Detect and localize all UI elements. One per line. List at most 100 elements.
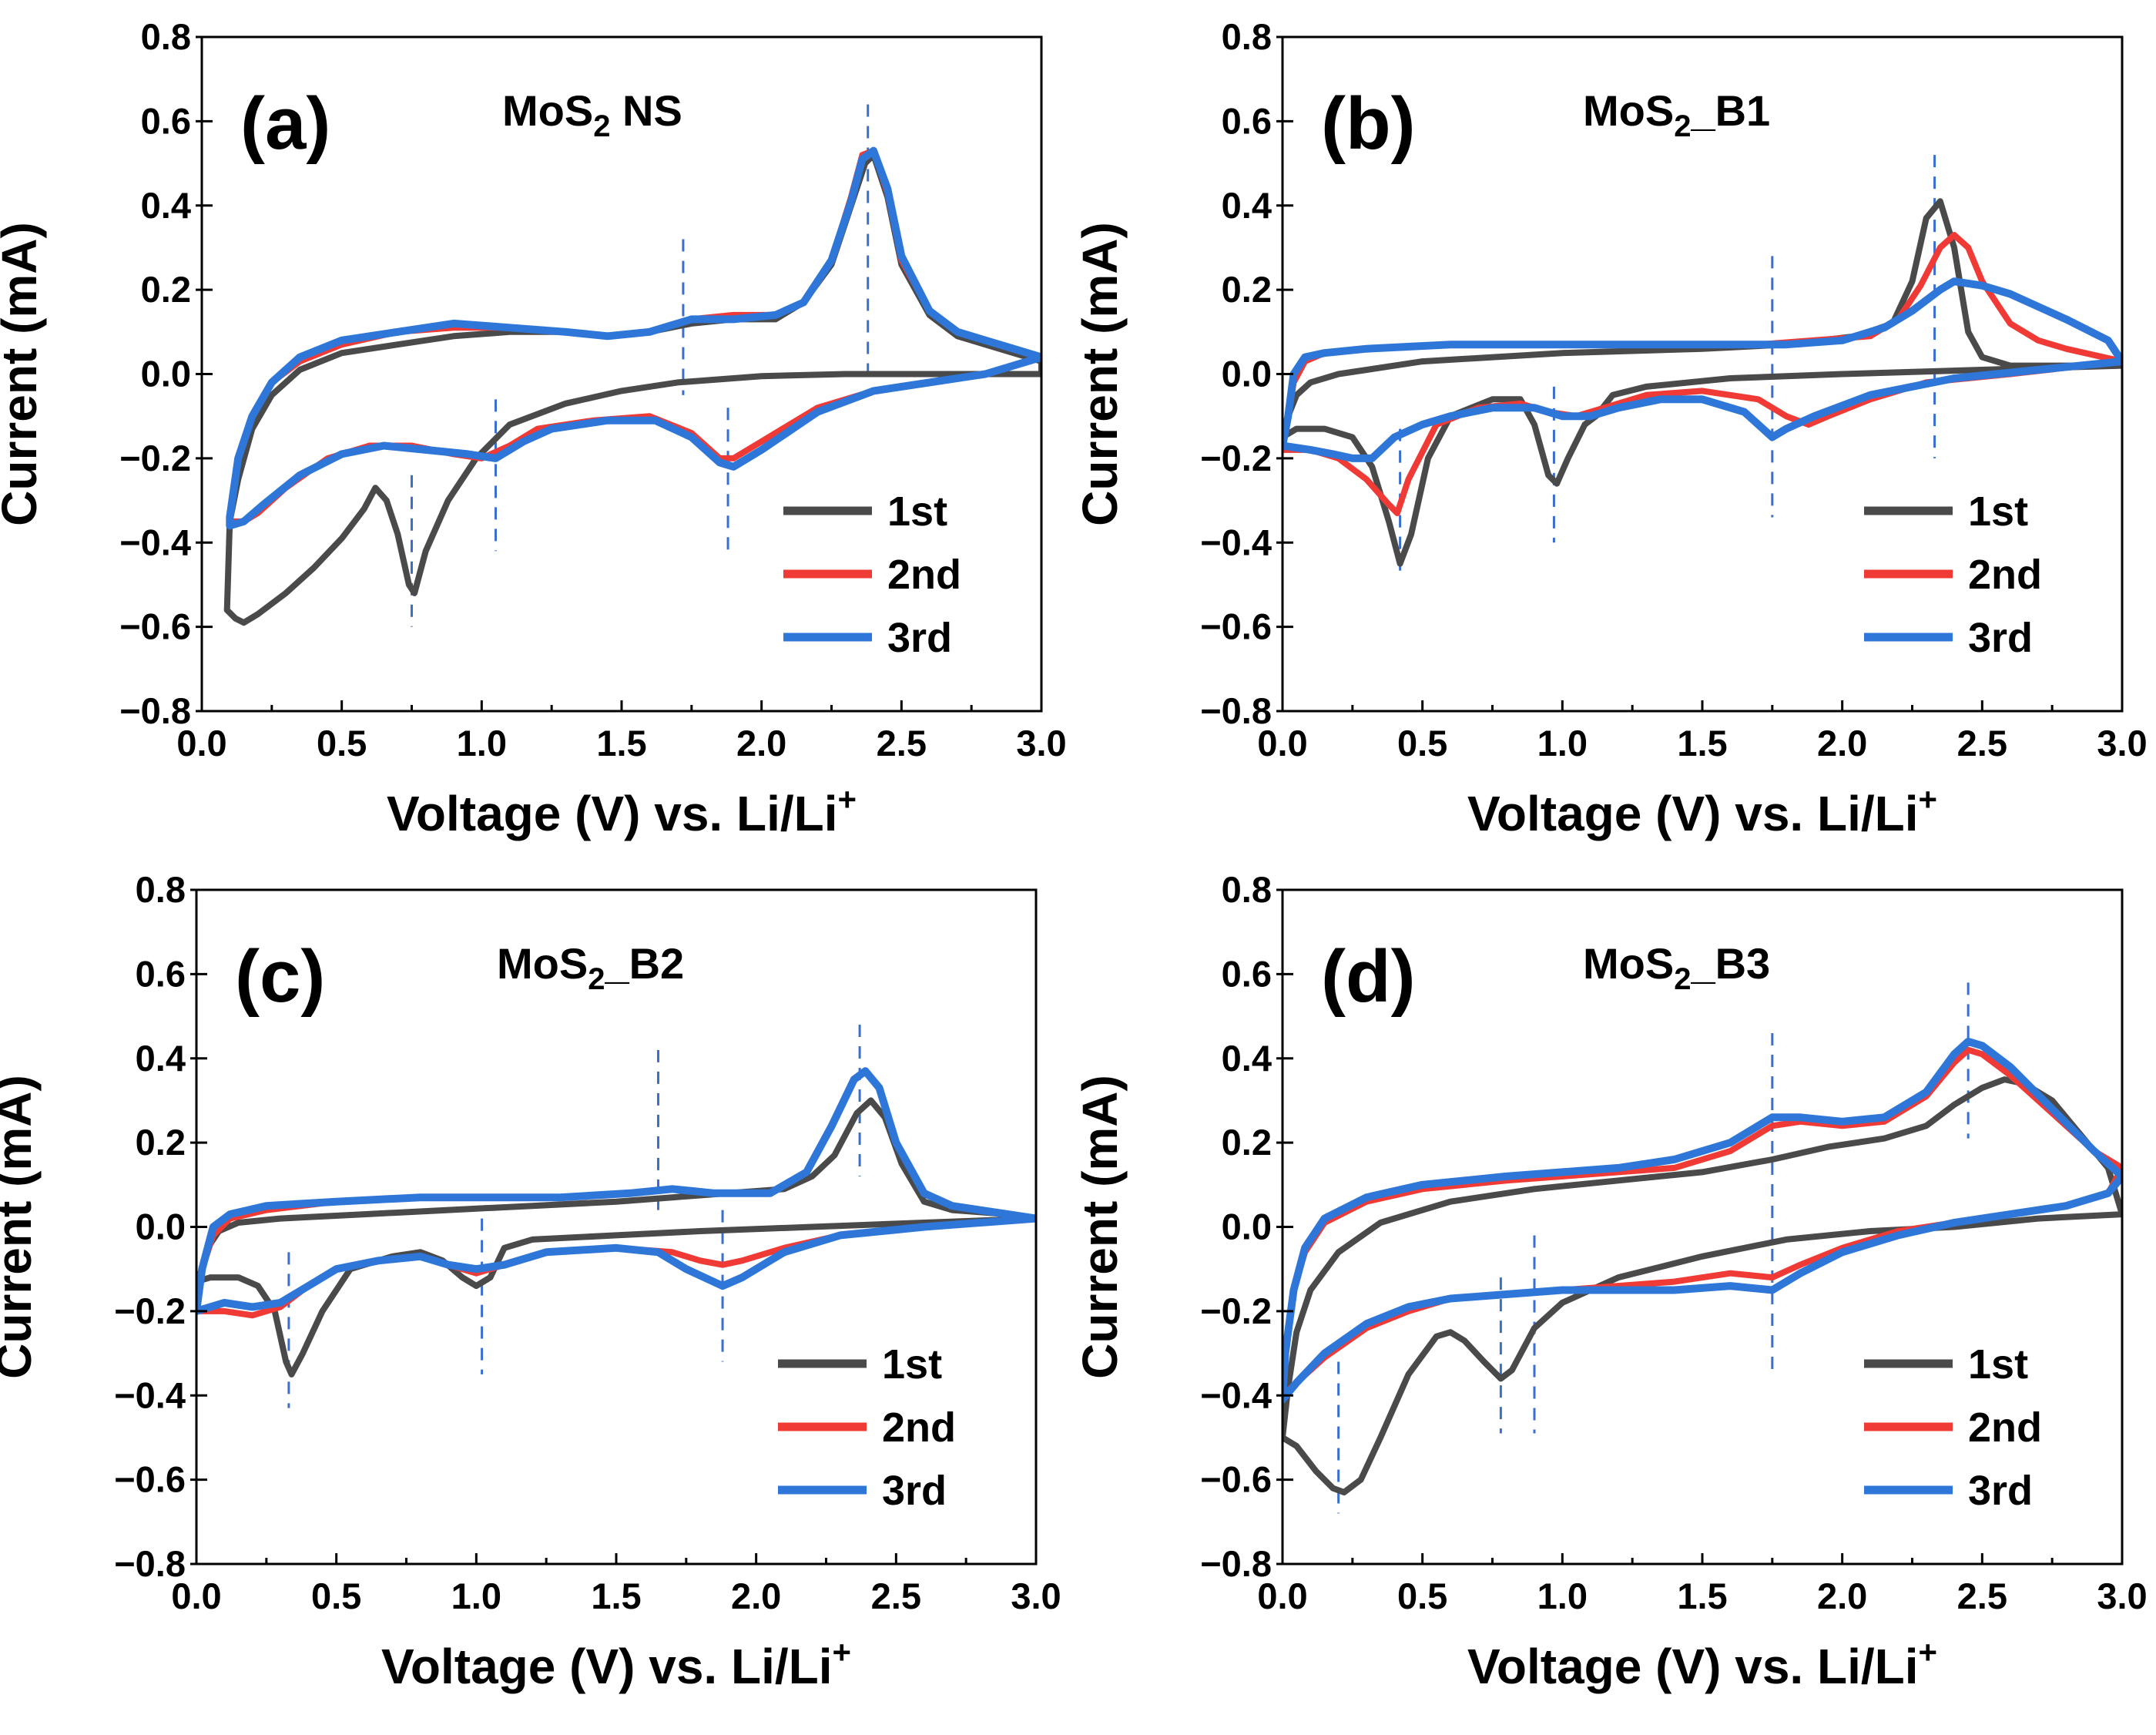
y-tick-label: 0.0 [1222,1206,1272,1247]
legend-label-3rd: 3rd [887,615,952,661]
y-tick-label: 0.6 [1222,953,1272,994]
x-axis-title: Voltage (V) vs. Li/Li+ [1467,1634,1937,1694]
y-axis-title: Current (mA) [1072,1075,1128,1379]
x-tick-label: 0.5 [311,1576,361,1616]
x-tick-label: 1.5 [1677,723,1727,763]
y-tick-label: 0.4 [1222,1038,1272,1079]
panel-label: (d) [1321,935,1416,1018]
y-tick-label: 0.4 [1222,185,1272,226]
x-axis-title: Voltage (V) vs. Li/Li+ [387,781,857,841]
y-tick-label: −0.2 [119,438,191,478]
series-1st-curve [223,152,1041,626]
legend-label-3rd: 3rd [1968,615,2033,661]
series-1st-curve [1283,198,2122,567]
y-tick-label: 0.8 [136,869,186,910]
x-tick-label: 0.5 [317,723,367,763]
y-tick-label: −0.4 [114,1374,186,1415]
y-tick-label: 0.2 [1222,1122,1272,1163]
panel-c: −0.8 −0.6 −0.4 −0.2 0.0 0.2 0.4 0.6 0.8 0.0 0.5 1.0… [0,869,1061,1694]
legend-label-1st: 1st [882,1341,942,1388]
y-tick-label: −0.6 [114,1459,186,1500]
y-tick-label: −0.8 [1200,1543,1272,1584]
x-tick-label: 3.0 [1011,1576,1061,1616]
series-1st-curve [196,1097,1036,1378]
panel-d: −0.8 −0.6 −0.4 −0.2 0.0 0.2 0.4 0.6 0.8 0.0 0.5 1.0… [1072,869,2148,1694]
legend: 1st 2nd 3rd [783,488,961,661]
x-tick-label: 2.0 [736,723,786,763]
x-tick-label: 1.5 [596,723,646,763]
x-tick-label: 2.5 [1957,1576,2007,1616]
y-tick-label: 0.2 [136,1122,186,1163]
y-tick-label: −0.2 [1200,1290,1272,1331]
legend-label-2nd: 2nd [1968,552,2042,598]
x-tick-label: 2.5 [1957,723,2007,763]
x-tick-label: 2.0 [731,1576,781,1616]
legend-label-2nd: 2nd [887,552,961,598]
x-tick-label: 1.0 [451,1576,501,1616]
y-tick-label: 0.6 [136,953,186,994]
x-axis-title: Voltage (V) vs. Li/Li+ [1467,781,1937,841]
y-tick-label: 0.4 [141,185,191,226]
series-3rd-curve [196,1067,1036,1315]
legend-label-1st: 1st [887,488,947,535]
x-tick-label: 0.5 [1397,1576,1447,1616]
y-tick-label: 0.0 [141,354,191,394]
x-tick-label: 1.0 [1537,1576,1588,1616]
y-tick-label: −0.2 [114,1290,186,1331]
sample-label: MoS2_B2 [497,939,684,996]
legend-label-3rd: 3rd [882,1468,947,1514]
y-tick-label: 0.8 [1222,16,1272,57]
y-tick-label: −0.6 [1200,1459,1272,1500]
x-tick-label: 2.5 [877,723,927,763]
sample-label: MoS2 NS [502,86,682,143]
x-tick-label: 3.0 [2097,1576,2147,1616]
y-tick-label: −0.4 [1200,1374,1272,1415]
x-tick-label: 0.0 [171,1576,221,1616]
legend-label-1st: 1st [1968,488,2028,535]
x-tick-label: 2.0 [1817,1576,1867,1616]
series-3rd-curve [1283,277,2122,462]
x-tick-label: 1.5 [1677,1576,1727,1616]
sample-label: MoS2_B1 [1583,86,1770,143]
y-tick-label: −0.8 [114,1543,186,1584]
x-tick-label: 1.0 [1537,723,1588,763]
x-tick-label: 3.0 [1016,723,1066,763]
y-tick-label: 0.2 [1222,269,1272,310]
y-tick-label: −0.4 [1200,522,1272,562]
y-tick-label: 0.6 [141,100,191,141]
x-axis-title: Voltage (V) vs. Li/Li+ [381,1634,851,1694]
panel-a: −0.8 −0.6 −0.4 −0.2 0.0 0.2 0.4 0.6 0.8 0.0 0.5 1.0… [0,16,1067,841]
y-axis-title: Current (mA) [1072,222,1128,526]
y-tick-label: 0.0 [136,1206,186,1247]
x-tick-label: 0.0 [1257,1576,1307,1616]
series-3rd-curve [226,146,1041,530]
y-tick-label: −0.6 [1200,606,1272,647]
legend: 1st 2nd 3rd [1864,1341,2042,1514]
x-tick-label: 2.0 [1817,723,1867,763]
y-axis-title: Current (mA) [0,222,47,526]
x-tick-label: 2.5 [871,1576,921,1616]
sample-label: MoS2_B3 [1583,939,1770,996]
y-tick-label: −0.2 [1200,438,1272,478]
y-tick-label: −0.8 [1200,690,1272,731]
x-tick-label: 0.5 [1397,723,1447,763]
y-tick-label: 0.8 [1222,869,1272,910]
y-tick-label: 0.2 [141,269,191,310]
legend: 1st 2nd 3rd [778,1341,956,1514]
series-3rd-curve [1283,1037,2122,1404]
legend: 1st 2nd 3rd [1864,488,2042,661]
y-tick-label: 0.8 [141,16,191,57]
y-tick-label: −0.4 [119,522,191,562]
legend-label-2nd: 2nd [1968,1404,2042,1451]
panel-label: (b) [1321,82,1416,165]
x-tick-label: 1.5 [591,1576,641,1616]
series-1st-curve [1283,1076,2122,1495]
legend-label-3rd: 3rd [1968,1468,2033,1514]
x-tick-label: 0.0 [1257,723,1307,763]
y-axis-title: Current (mA) [0,1075,42,1379]
panel-label: (c) [235,935,325,1018]
y-tick-label: −0.6 [119,606,191,647]
legend-label-2nd: 2nd [882,1404,956,1451]
panel-b: −0.8 −0.6 −0.4 −0.2 0.0 0.2 0.4 0.6 0.8 0.0 0.5 1.0… [1072,16,2148,841]
